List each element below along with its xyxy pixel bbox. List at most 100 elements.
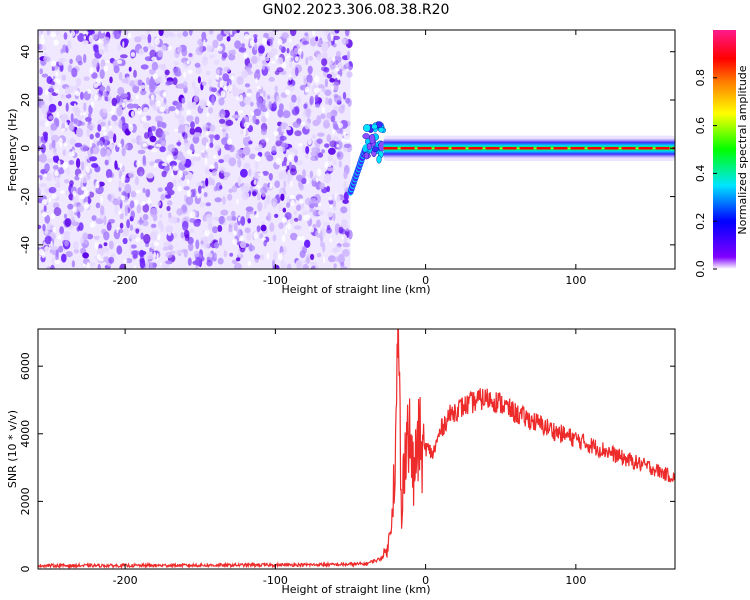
heatmap-gap	[246, 92, 252, 97]
heatmap-speckle	[314, 264, 319, 269]
heatmap-speckle	[222, 195, 226, 205]
snr-series-line	[38, 329, 675, 569]
heatmap-speckle	[77, 122, 81, 127]
heatmap-gap	[281, 217, 287, 223]
heatmap-speckle	[83, 76, 90, 81]
heatmap-speckle	[88, 261, 96, 267]
heatmap-speckle	[223, 171, 231, 178]
heatmap-gap	[79, 194, 86, 200]
heatmap-speckle	[143, 233, 151, 244]
heatmap-speckle	[113, 229, 121, 240]
heatmap-speckle	[38, 224, 42, 230]
heatmap-speckle	[242, 182, 250, 189]
heatmap-gap	[281, 165, 287, 170]
heatmap-gap	[75, 90, 80, 97]
heatmap-speckle	[246, 232, 252, 241]
heatmap-gap	[324, 161, 329, 170]
heatmap-blob	[376, 155, 382, 164]
heatmap-speckle	[235, 257, 241, 262]
heatmap-gap	[305, 214, 311, 221]
heatmap-speckle	[69, 58, 73, 65]
heatmap-speckle	[278, 222, 284, 229]
heatmap-speckle	[139, 171, 143, 177]
heatmap-speckle	[328, 147, 336, 155]
heatmap-speckle	[181, 48, 188, 57]
heatmap-gap	[206, 112, 210, 118]
colorbar-tick-label: 0.0	[694, 260, 707, 278]
heatmap-gap	[275, 157, 282, 165]
heatmap-gap	[94, 94, 99, 101]
heatmap-gap	[321, 106, 326, 114]
heatmap-speckle	[245, 206, 254, 212]
heatmap-speckle	[70, 101, 78, 106]
heatmap-gap	[290, 199, 295, 207]
heatmap-speckle	[131, 244, 137, 249]
heatmap-speckle	[214, 134, 220, 141]
heatmap-gap	[271, 60, 276, 64]
heatmap-speckle	[273, 101, 277, 108]
heatmap-speckle	[82, 252, 89, 259]
heatmap-speckle	[179, 106, 184, 112]
heatmap-speckle	[190, 121, 195, 129]
heatmap-speckle	[128, 234, 137, 240]
heatmap-gap	[230, 75, 235, 81]
heatmap-gap	[103, 131, 107, 137]
heatmap-gap	[40, 34, 44, 40]
heatmap-speckle	[193, 86, 200, 97]
heatmap-speckle	[103, 242, 108, 247]
heatmap-speckle	[80, 144, 89, 152]
heatmap-gap	[150, 94, 155, 101]
heatmap-speckle	[255, 254, 260, 260]
heatmap-speckle	[150, 125, 156, 132]
heatmap-speckle	[189, 228, 195, 233]
heatmap-speckle	[294, 130, 302, 137]
heatmap-gap	[120, 175, 126, 183]
colorbar-tick-label: 0.6	[694, 117, 707, 135]
heatmap-speckle	[165, 260, 173, 265]
heatmap-speckle	[325, 96, 329, 105]
heatmap-speckle	[165, 104, 169, 115]
heatmap-gap	[190, 153, 193, 157]
heatmap-speckle	[295, 67, 299, 77]
heatmap-gap	[334, 192, 337, 201]
heatmap-speckle	[53, 152, 58, 157]
heatmap-speckle	[257, 201, 263, 212]
heatmap-speckle	[111, 114, 118, 122]
heatmap-speckle	[348, 66, 353, 71]
heatmap-speckle	[67, 64, 73, 73]
heatmap-gap	[307, 137, 312, 145]
heatmap-gap	[186, 59, 190, 65]
heatmap-gap	[155, 100, 161, 107]
heatmap-speckle	[105, 168, 113, 179]
heatmap-gap	[294, 56, 299, 62]
heatmap-speckle	[257, 193, 261, 201]
heatmap-speckle	[205, 213, 213, 223]
heatmap-speckle	[205, 202, 212, 207]
heatmap-gap	[159, 107, 166, 112]
heatmap-speckle	[95, 202, 101, 209]
heatmap-gap	[146, 199, 152, 204]
heatmap-speckle	[208, 78, 212, 86]
heatmap-gap	[262, 37, 267, 46]
heatmap-speckle	[70, 186, 78, 195]
heatmap-speckle	[348, 229, 353, 240]
heatmap-speckle	[71, 221, 80, 227]
heatmap-speckle	[306, 74, 313, 84]
heatmap-speckle	[298, 214, 302, 222]
heatmap-gap	[167, 45, 173, 51]
heatmap-speckle	[97, 263, 101, 269]
heatmap-speckle	[99, 69, 105, 79]
heatmap-gap	[255, 77, 258, 83]
heatmap-speckle	[160, 102, 166, 107]
heatmap-blob	[378, 127, 385, 133]
heatmap-speckle	[218, 237, 223, 246]
heatmap-gap	[135, 237, 140, 243]
heatmap-speckle	[193, 95, 199, 103]
heatmap-speckle	[340, 266, 348, 269]
heatmap-speckle	[342, 249, 350, 257]
heatmap-speckle	[336, 195, 341, 202]
heatmap-gap	[220, 90, 226, 98]
heatmap-speckle	[321, 149, 325, 154]
